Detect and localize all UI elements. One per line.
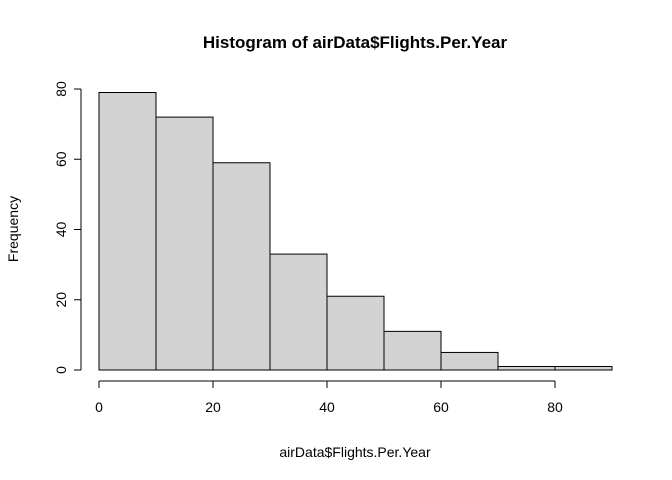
y-axis-label: Frequency: [5, 196, 21, 262]
histogram-bar: [212, 162, 271, 371]
x-tick-label: 60: [433, 399, 449, 415]
y-tick-label: 0: [53, 366, 69, 374]
histogram-bar: [497, 365, 556, 371]
histogram-bar: [554, 365, 613, 371]
y-tick-label: 40: [53, 222, 69, 238]
histogram-bar: [383, 330, 442, 371]
histogram-bar: [440, 351, 499, 371]
histogram-bar: [269, 253, 328, 371]
x-axis: 0 20 40 60 80: [95, 380, 563, 415]
x-tick-label: 0: [95, 399, 103, 415]
y-tick-label: 20: [53, 292, 69, 308]
bars-group: [98, 92, 613, 371]
histogram-bar: [326, 295, 385, 371]
histogram-bar: [155, 116, 214, 371]
x-tick-label: 40: [319, 399, 335, 415]
x-tick-label: 80: [547, 399, 563, 415]
x-tick-label: 20: [205, 399, 221, 415]
y-tick-label: 60: [53, 151, 69, 167]
y-tick-label: 80: [53, 81, 69, 97]
x-axis-label: airData$Flights.Per.Year: [279, 444, 431, 460]
y-axis: 0 20 40 60 80: [53, 81, 82, 374]
chart-title: Histogram of airData$Flights.Per.Year: [203, 33, 508, 52]
histogram-bar: [98, 92, 157, 371]
